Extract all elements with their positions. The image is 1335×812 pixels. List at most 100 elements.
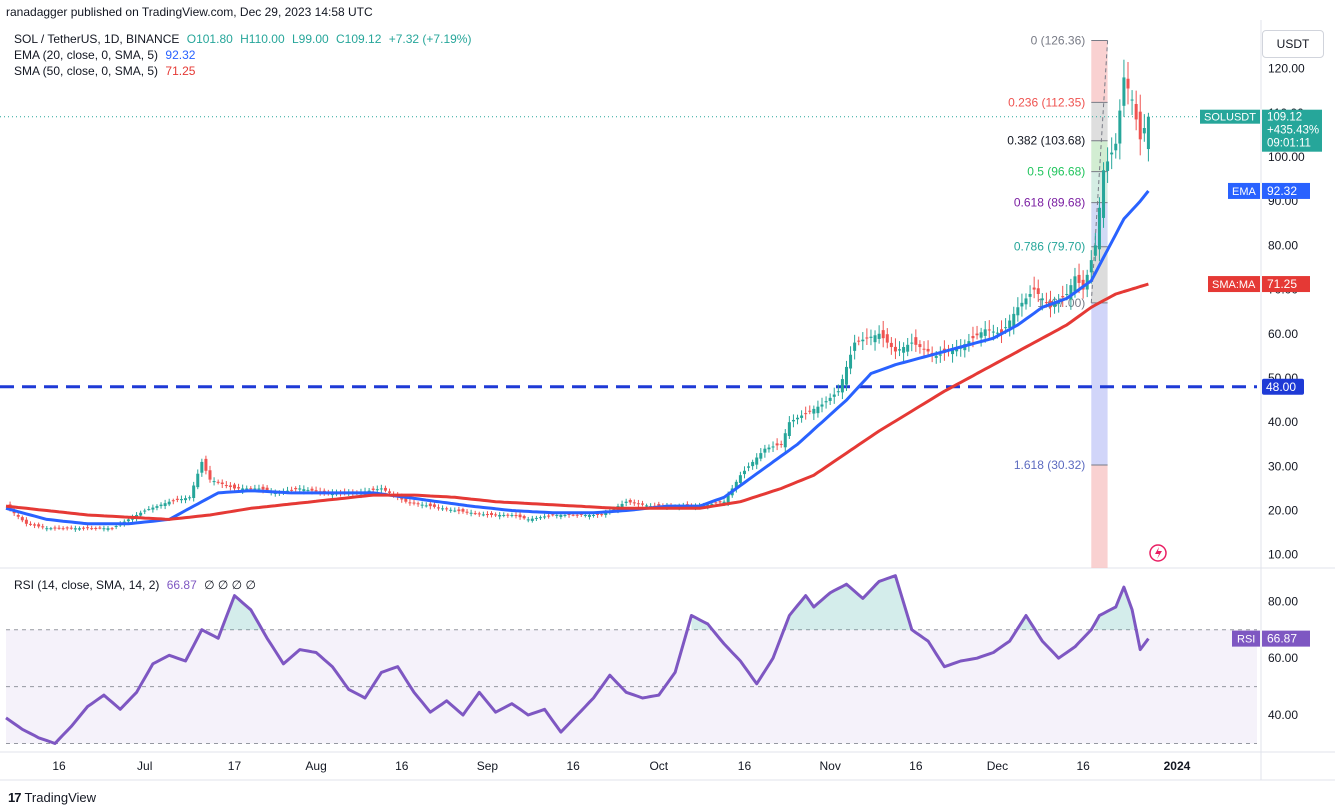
candle-body bbox=[98, 527, 102, 529]
candle-body bbox=[416, 503, 420, 505]
candle-body bbox=[110, 528, 114, 530]
candle-body bbox=[979, 332, 983, 338]
time-tick-label: Dec bbox=[987, 759, 1008, 773]
symbol-tag bbox=[1200, 109, 1260, 124]
candle-body bbox=[877, 333, 881, 339]
rsi-legend-label: RSI (14, close, SMA, 14, 2) bbox=[14, 578, 160, 592]
last-price-tag-line: +435.43% bbox=[1267, 125, 1319, 137]
candle-body bbox=[1089, 260, 1093, 273]
price-tick-label: 20.00 bbox=[1268, 504, 1298, 518]
candle-body bbox=[457, 509, 461, 512]
candle-body bbox=[212, 481, 216, 483]
candle-body bbox=[563, 514, 567, 516]
price-tick-label: 60.00 bbox=[1268, 327, 1298, 341]
candle-body bbox=[412, 502, 416, 504]
candle-body bbox=[224, 485, 228, 487]
candle-body bbox=[551, 514, 555, 516]
candle-body bbox=[596, 513, 600, 515]
candle-body bbox=[1069, 285, 1073, 300]
candle-body bbox=[192, 485, 196, 498]
fib-trend-line bbox=[1090, 40, 1109, 303]
candle-body bbox=[171, 500, 175, 502]
candle-body bbox=[624, 501, 628, 503]
tradingview-logo[interactable]: 17 TradingView bbox=[8, 790, 96, 805]
candle-body bbox=[906, 344, 910, 352]
alert-icon bbox=[1149, 544, 1167, 562]
fib-level-label: 0.786 (79.70) bbox=[1014, 240, 1085, 254]
time-tick-label: 16 bbox=[1076, 759, 1090, 773]
candle-body bbox=[404, 498, 408, 502]
candle-body bbox=[1097, 207, 1101, 250]
publisher-line: ranadagger published on TradingView.com,… bbox=[6, 5, 373, 19]
ohlc-open: O101.80 bbox=[186, 32, 233, 46]
candle-body bbox=[41, 526, 45, 528]
candle-body bbox=[898, 349, 902, 351]
candle-body bbox=[995, 332, 999, 334]
candle-body bbox=[208, 470, 212, 480]
candle-body bbox=[861, 339, 865, 342]
candle-body bbox=[1000, 329, 1004, 334]
candle-body bbox=[620, 503, 624, 508]
candle-body bbox=[1016, 307, 1020, 316]
candle-body bbox=[310, 488, 314, 491]
candle-body bbox=[477, 513, 481, 515]
candle-body bbox=[836, 391, 840, 393]
price-tick-label: 100.00 bbox=[1268, 150, 1305, 164]
candle-body bbox=[196, 473, 200, 488]
fib-level-label: 0.382 (103.68) bbox=[1007, 134, 1085, 148]
candle-body bbox=[77, 528, 81, 530]
currency-button[interactable]: USDT bbox=[1262, 30, 1324, 58]
last-price-tag bbox=[1262, 109, 1322, 152]
candle-body bbox=[1008, 320, 1012, 329]
candle-body bbox=[453, 510, 457, 512]
candle-body bbox=[200, 461, 204, 473]
candle-body bbox=[1024, 298, 1028, 305]
candle-body bbox=[37, 524, 41, 527]
fib-zone bbox=[1091, 40, 1108, 103]
candle-body bbox=[294, 488, 298, 490]
candle-body bbox=[955, 348, 959, 352]
candle-body bbox=[1118, 110, 1122, 144]
candle-body bbox=[49, 528, 53, 530]
candle-body bbox=[94, 527, 98, 529]
candle-body bbox=[143, 510, 147, 512]
candle-body bbox=[1114, 143, 1118, 151]
candle-body bbox=[86, 527, 90, 529]
candle-body bbox=[808, 410, 812, 412]
candle-body bbox=[604, 512, 608, 516]
candle-body bbox=[555, 514, 559, 516]
candle-body bbox=[951, 349, 955, 355]
support-tag bbox=[1262, 378, 1304, 395]
candle-body bbox=[592, 514, 596, 516]
candle-body bbox=[1081, 279, 1085, 290]
candle-body bbox=[424, 505, 428, 507]
rsi-tag-value: 66.87 bbox=[1267, 632, 1297, 646]
ohlc-close: C109.12 bbox=[336, 32, 382, 46]
candle-body bbox=[420, 504, 424, 506]
candle-body bbox=[379, 488, 383, 490]
candle-body bbox=[73, 528, 77, 530]
candle-body bbox=[800, 415, 804, 418]
candle-body bbox=[518, 514, 522, 518]
candle-body bbox=[1061, 296, 1065, 298]
candle-body bbox=[428, 503, 432, 507]
candle-body bbox=[926, 348, 930, 352]
candle-body bbox=[881, 330, 885, 339]
candle-body bbox=[755, 457, 759, 465]
candle-body bbox=[232, 484, 236, 489]
candle-body bbox=[163, 503, 167, 507]
candle-body bbox=[1004, 327, 1008, 329]
candle-body bbox=[587, 514, 591, 517]
candle-body bbox=[738, 475, 742, 483]
candle-body bbox=[469, 512, 473, 514]
time-tick-label: 16 bbox=[738, 759, 752, 773]
candle-body bbox=[522, 516, 526, 519]
rsi-line bbox=[5, 574, 1150, 745]
candle-body bbox=[910, 342, 914, 344]
candle-body bbox=[265, 487, 269, 491]
candle-body bbox=[261, 486, 265, 490]
candle-body bbox=[1065, 294, 1069, 295]
candle-body bbox=[1138, 111, 1142, 140]
candle-body bbox=[640, 503, 644, 505]
